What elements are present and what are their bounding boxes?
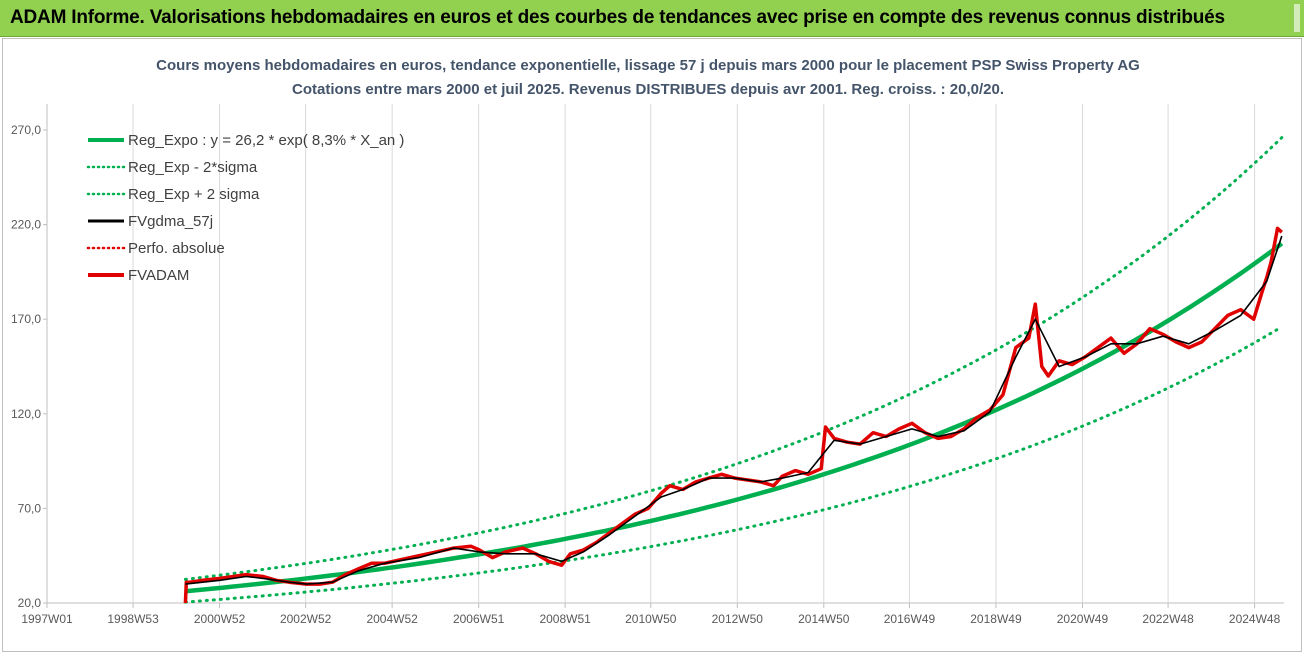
legend-label: Reg_Exp - 2*sigma — [128, 159, 258, 176]
series-fvgdma-line — [185, 235, 1283, 585]
y-tick-label: 270,0 — [11, 123, 41, 137]
x-tick-label: 1998W53 — [107, 612, 159, 626]
legend-label: Reg_Exp + 2 sigma — [128, 186, 260, 203]
y-axis: 20,0 70,0 120,0 170,0 220,0 270,0 — [11, 123, 41, 610]
legend-label: FVADAM — [128, 267, 189, 284]
x-tick-label: 2020W49 — [1057, 612, 1109, 626]
band-lower-line — [183, 325, 1284, 604]
chart-frame — [2, 38, 1302, 652]
x-tick-label: 2012W50 — [712, 612, 764, 626]
x-tick-label: 1997W01 — [21, 612, 73, 626]
x-tick-label: 2022W48 — [1142, 612, 1194, 626]
trend-line — [185, 241, 1284, 594]
x-tick-label: 2024W48 — [1229, 612, 1281, 626]
chart-subtitle: Cotations entre mars 2000 et juil 2025. … — [292, 81, 1004, 98]
banner-scroll-handle — [1294, 4, 1300, 32]
series-layer — [183, 136, 1284, 604]
x-tick-label: 2004W52 — [366, 612, 418, 626]
y-tick-label: 20,0 — [18, 596, 42, 610]
x-tick-label: 2016W49 — [884, 612, 936, 626]
legend-label: Perfo. absolue — [128, 240, 225, 257]
band-upper-line — [183, 136, 1284, 581]
series-fvadam-line — [183, 226, 1283, 604]
x-tick-label: 2018W49 — [970, 612, 1022, 626]
grid-layer — [43, 104, 1284, 608]
y-tick-label: 70,0 — [18, 501, 42, 515]
x-tick-label: 2014W50 — [798, 612, 850, 626]
chart-title: Cours moyens hebdomadaires en euros, ten… — [156, 57, 1140, 74]
x-tick-label: 2010W50 — [625, 612, 677, 626]
legend: Reg_Expo : y = 26,2 * exp( 8,3% * X_an )… — [86, 132, 404, 284]
y-tick-label: 220,0 — [11, 218, 41, 232]
x-tick-label: 2008W51 — [539, 612, 591, 626]
y-tick-label: 120,0 — [11, 407, 41, 421]
legend-label: Reg_Expo : y = 26,2 * exp( 8,3% * X_an ) — [128, 132, 404, 149]
x-tick-label: 2002W52 — [280, 612, 332, 626]
x-tick-label: 2000W52 — [194, 612, 246, 626]
report-banner-title: ADAM Informe. Valorisations hebdomadaire… — [10, 7, 1225, 28]
x-axis: 1997W01 1998W53 2000W52 2002W52 2004W52 2006W… — [21, 612, 1280, 626]
legend-label: FVgdma_57j — [128, 213, 213, 230]
y-tick-label: 170,0 — [11, 312, 41, 326]
x-tick-label: 2006W51 — [453, 612, 505, 626]
report-banner: ADAM Informe. Valorisations hebdomadaire… — [0, 0, 1304, 37]
